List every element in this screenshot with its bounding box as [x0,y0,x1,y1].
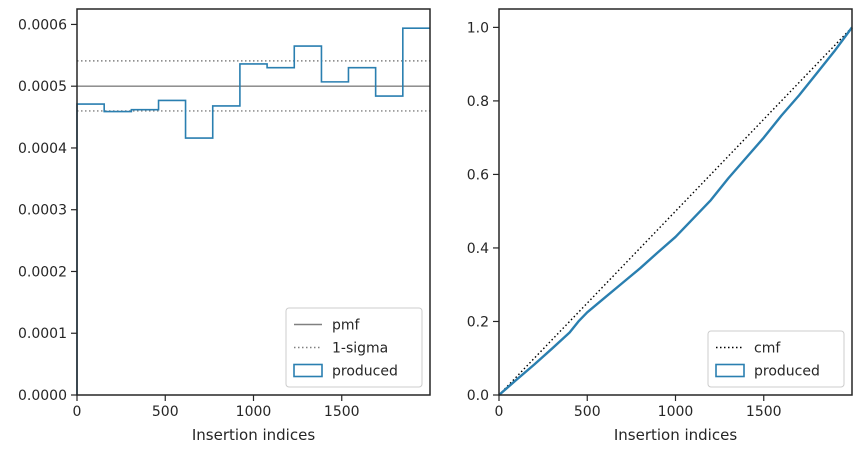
legend: cmf produced [708,331,844,387]
produced-bin [131,109,158,111]
y-tick-label: 0.0003 [18,203,67,219]
produced-bin [104,111,131,113]
y-tick-label: 0.0000 [18,388,67,404]
produced-bin [186,137,213,139]
y-tick-label: 0.0002 [18,264,67,280]
produced-bin [159,99,186,101]
produced-bin [240,63,267,65]
y-tick-label: 0.2 [467,314,489,330]
produced-bin [403,27,430,29]
y-tick-label: 0.6 [467,167,489,183]
produced-bin [348,67,375,69]
produced-bin [77,103,104,105]
y-tick-label: 0.0004 [18,141,67,157]
x-tick-label: 500 [152,404,179,420]
legend-label-cmf: cmf [754,341,781,357]
legend-label-produced: produced [754,364,820,380]
x-axis-label: Insertion indices [192,426,315,444]
legend-label-produced: produced [332,364,398,380]
x-tick-label: 500 [574,404,601,420]
x-tick-label: 1000 [236,404,272,420]
legend-label-pmf: pmf [332,318,361,334]
y-tick-label: 0.0005 [18,79,67,95]
x-tick-label: 1000 [658,404,694,420]
x-tick-label: 1500 [746,404,782,420]
y-tick-label: 0.0006 [18,17,67,33]
y-tick-label: 0.8 [467,94,489,110]
produced-bin [321,81,348,83]
x-axis-label: Insertion indices [614,426,737,444]
y-tick-label: 0.0001 [18,326,67,342]
cmf-panel: 0 500 1000 1500 0.0 0.2 0.4 0.6 0.8 1.0 Insertion … [467,9,852,444]
x-tick-label: 0 [73,404,82,420]
legend-label-1-sigma: 1-sigma [332,341,388,357]
produced-bin [213,105,240,107]
produced-bin [376,95,403,97]
legend: pmf 1-sigma produced [286,308,422,387]
y-tick-label: 0.0 [467,388,489,404]
x-tick-label: 0 [495,404,504,420]
x-tick-label: 1500 [324,404,360,420]
produced-bin [294,45,321,47]
produced-bin [267,67,294,69]
y-tick-label: 1.0 [467,20,489,36]
y-tick-label: 0.4 [467,241,489,257]
pmf-panel: 0 500 1000 1500 0.0000 0.0001 0.0002 0.0003 0.00… [18,9,430,444]
